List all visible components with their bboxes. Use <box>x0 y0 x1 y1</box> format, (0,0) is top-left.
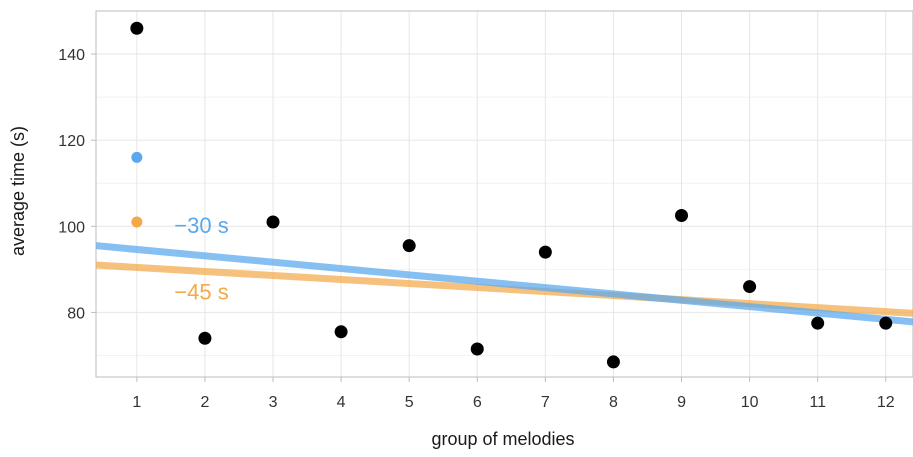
x-tick-label: 4 <box>337 394 346 411</box>
x-axis-title: group of melodies <box>431 429 574 449</box>
data-point <box>266 215 280 229</box>
trend-line <box>95 242 913 326</box>
series-markers <box>131 151 143 228</box>
trend-lines <box>95 242 913 326</box>
y-tick-label: 100 <box>58 219 85 236</box>
x-tick-label: 2 <box>200 394 209 411</box>
x-tick-label: 9 <box>677 394 686 411</box>
data-point <box>334 325 348 339</box>
x-tick-label: 3 <box>269 394 278 411</box>
x-tick-label: 12 <box>877 394 895 411</box>
series-label: −45 s <box>174 279 228 304</box>
y-axis-title: average time (s) <box>8 126 28 256</box>
series-labels: −30 s −45 s <box>174 213 228 305</box>
data-point <box>606 355 620 369</box>
data-point <box>198 331 212 345</box>
series-marker <box>131 151 143 163</box>
x-tick-label: 11 <box>809 394 826 411</box>
x-tick-label: 5 <box>405 394 414 411</box>
y-tick-label: 120 <box>58 133 85 150</box>
x-tick-label: 1 <box>132 394 141 411</box>
data-point <box>743 280 757 294</box>
plot-border <box>95 10 913 378</box>
data-points <box>130 21 893 369</box>
y-tick-label: 140 <box>58 47 85 64</box>
trend-line <box>95 261 913 317</box>
x-tick-label: 8 <box>609 394 618 411</box>
x-tick-label: 6 <box>473 394 482 411</box>
data-point <box>538 245 552 259</box>
x-tick-label: 7 <box>541 394 550 411</box>
series-marker <box>131 216 143 228</box>
y-tick-label: 80 <box>67 305 85 322</box>
x-tick-labels: 1 2 3 4 5 6 7 8 9 10 11 12 <box>132 377 895 411</box>
x-tick-label: 10 <box>741 394 759 411</box>
data-point <box>879 316 893 330</box>
series-label: −30 s <box>174 213 228 238</box>
y-tick-labels: 80 100 120 140 <box>58 47 96 322</box>
data-point <box>130 21 144 35</box>
data-point <box>675 209 689 223</box>
data-point <box>811 316 825 330</box>
grid <box>95 10 913 378</box>
data-point <box>470 342 484 356</box>
data-point <box>402 239 416 253</box>
